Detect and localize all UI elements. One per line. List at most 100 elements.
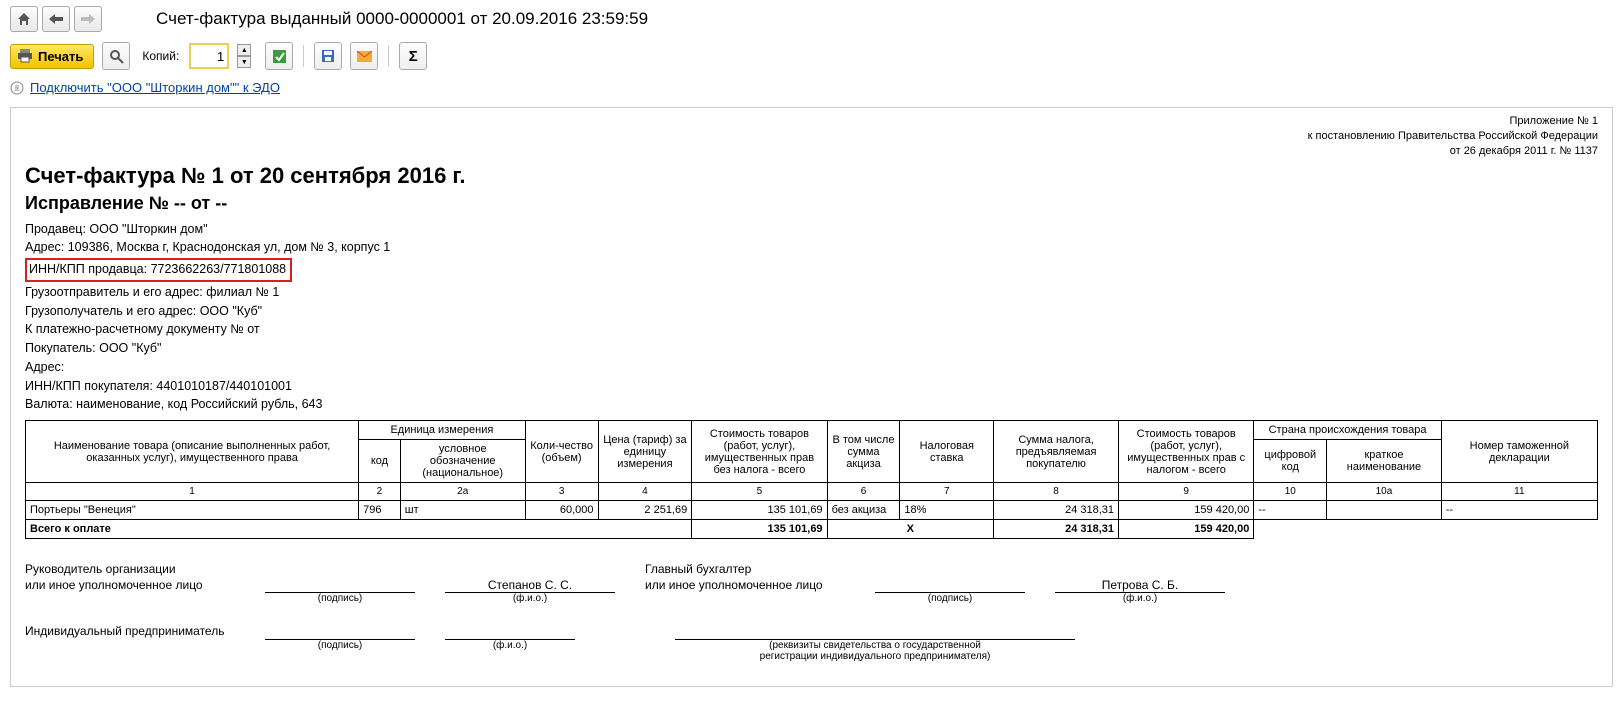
- th-rate: Налоговая ставка: [900, 421, 994, 483]
- cell-code: 796: [359, 501, 401, 520]
- appendix-line: Приложение № 1: [25, 114, 1598, 129]
- floppy-icon: [321, 49, 335, 63]
- copies-up-button[interactable]: ▲: [237, 44, 251, 56]
- total-tax-sum: 24 318,31: [994, 520, 1119, 539]
- colnum: 7: [900, 483, 994, 501]
- forward-button[interactable]: [74, 6, 102, 32]
- sig-head-name: Степанов С. С.(ф.и.о.): [445, 578, 615, 593]
- sum-button[interactable]: Σ: [399, 42, 427, 70]
- cell-rate: 18%: [900, 501, 994, 520]
- colnum: 2: [359, 483, 401, 501]
- sig-head-label: Руководитель организации или иное уполно…: [25, 561, 265, 593]
- copies-input[interactable]: [189, 43, 229, 69]
- edo-row: Подключить "ООО "Шторкин дом"" к ЭДО: [0, 78, 1623, 103]
- sig-ip-sign: (подпись): [265, 625, 415, 640]
- envelope-icon: [357, 51, 372, 62]
- info-address: Адрес: 109386, Москва г, Краснодонская у…: [25, 238, 1598, 257]
- action-toolbar: Печать Копий: ▲ ▼ Σ: [0, 38, 1623, 78]
- info-buyer-addr: Адрес:: [25, 358, 1598, 377]
- table-check-icon: [272, 49, 287, 64]
- info-inn-buyer: ИНН/КПП покупателя: 4401010187/440101001: [25, 377, 1598, 396]
- cell-tax-sum: 24 318,31: [994, 501, 1119, 520]
- colnum: 9: [1119, 483, 1254, 501]
- cell-name: Портьеры "Венеция": [26, 501, 359, 520]
- colnum: 3: [525, 483, 598, 501]
- cell-country-name: [1327, 501, 1442, 520]
- cell-price: 2 251,69: [598, 501, 692, 520]
- colnum: 10а: [1327, 483, 1442, 501]
- total-label: Всего к оплате: [26, 520, 692, 539]
- colnum: 11: [1441, 483, 1597, 501]
- sig-ip-req: (реквизиты свидетельства о государственн…: [675, 625, 1075, 640]
- cell-unit: шт: [400, 501, 525, 520]
- cell-decl: --: [1441, 501, 1597, 520]
- table-row: Портьеры "Венеция" 796 шт 60,000 2 251,6…: [26, 501, 1598, 520]
- separator: [388, 45, 389, 67]
- colnum: 10: [1254, 483, 1327, 501]
- th-unit-name: условное обозначение (национальное): [400, 440, 525, 483]
- window-title: Счет-фактура выданный 0000-0000001 от 20…: [156, 9, 648, 29]
- magnifier-icon: [109, 49, 124, 64]
- separator: [303, 45, 304, 67]
- top-nav-bar: Счет-фактура выданный 0000-0000001 от 20…: [0, 0, 1623, 38]
- back-button[interactable]: [42, 6, 70, 32]
- th-country-group: Страна происхождения товара: [1254, 421, 1441, 440]
- th-name: Наименование товара (описание выполненны…: [26, 421, 359, 483]
- signatures-block: Руководитель организации или иное уполно…: [25, 561, 1598, 640]
- total-sum-tax: 159 420,00: [1119, 520, 1254, 539]
- info-consignee: Грузополучатель и его адрес: ООО "Куб": [25, 302, 1598, 321]
- copies-label: Копий:: [142, 49, 179, 63]
- home-button[interactable]: [10, 6, 38, 32]
- cell-sum-tax: 159 420,00: [1119, 501, 1254, 520]
- mail-button[interactable]: [350, 42, 378, 70]
- copies-spinner: ▲ ▼: [237, 44, 251, 68]
- colnum: 4: [598, 483, 692, 501]
- appendix-block: Приложение № 1 к постановлению Правитель…: [25, 114, 1598, 159]
- sigma-icon: Σ: [409, 48, 418, 65]
- th-tax-sum: Сумма налога, предъявляемая покупателю: [994, 421, 1119, 483]
- th-qty: Коли-чество (объем): [525, 421, 598, 483]
- info-seller: Продавец: ООО "Шторкин дом": [25, 220, 1598, 239]
- sig-acc-label: Главный бухгалтер или иное уполномоченно…: [645, 561, 875, 593]
- info-shipper: Грузоотправитель и его адрес: филиал № 1: [25, 283, 1598, 302]
- edo-link[interactable]: Подключить "ООО "Шторкин дом"" к ЭДО: [30, 80, 280, 95]
- inn-seller-highlight: ИНН/КПП продавца: 7723662263/771801088: [25, 258, 292, 282]
- cell-excise: без акциза: [827, 501, 900, 520]
- appendix-line: от 26 декабря 2011 г. № 1137: [25, 144, 1598, 159]
- total-x: Х: [827, 520, 994, 539]
- colnum: 1: [26, 483, 359, 501]
- sig-head-sign: (подпись): [265, 578, 415, 593]
- save-button[interactable]: [314, 42, 342, 70]
- home-icon: [17, 12, 31, 26]
- colnum: 2а: [400, 483, 525, 501]
- invoice-table: Наименование товара (описание выполненны…: [25, 420, 1598, 539]
- doc-title: Счет-фактура № 1 от 20 сентября 2016 г.: [25, 163, 1598, 189]
- sig-ip-label: Индивидуальный предприниматель: [25, 623, 265, 639]
- copies-down-button[interactable]: ▼: [237, 56, 251, 68]
- preview-button[interactable]: [102, 42, 130, 70]
- th-sum-tax: Стоимость товаров (работ, услуг), имущес…: [1119, 421, 1254, 483]
- total-sum-notax: 135 101,69: [692, 520, 827, 539]
- sig-acc-sign: (подпись): [875, 578, 1025, 593]
- printer-icon: [17, 49, 33, 63]
- th-sum-notax: Стоимость товаров (работ, услуг), имущес…: [692, 421, 827, 483]
- arrow-right-icon: [81, 14, 95, 24]
- link-icon: [10, 81, 24, 95]
- th-decl: Номер таможенной декларации: [1441, 421, 1597, 483]
- document-frame: Приложение № 1 к постановлению Правитель…: [10, 107, 1613, 687]
- th-country-code: цифровой код: [1254, 440, 1327, 483]
- excel-button[interactable]: [265, 42, 293, 70]
- cell-qty: 60,000: [525, 501, 598, 520]
- sig-ip-name: (ф.и.о.): [445, 625, 575, 640]
- colnum: 8: [994, 483, 1119, 501]
- print-button[interactable]: Печать: [10, 44, 94, 69]
- th-excise: В том числе сумма акциза: [827, 421, 900, 483]
- colnum: 5: [692, 483, 827, 501]
- info-currency: Валюта: наименование, код Российский руб…: [25, 395, 1598, 414]
- th-code: код: [359, 440, 401, 483]
- doc-subtitle: Исправление № -- от --: [25, 193, 1598, 214]
- print-label: Печать: [38, 49, 83, 64]
- th-price: Цена (тариф) за единицу измерения: [598, 421, 692, 483]
- th-unit-group: Единица измерения: [359, 421, 526, 440]
- arrow-left-icon: [49, 14, 63, 24]
